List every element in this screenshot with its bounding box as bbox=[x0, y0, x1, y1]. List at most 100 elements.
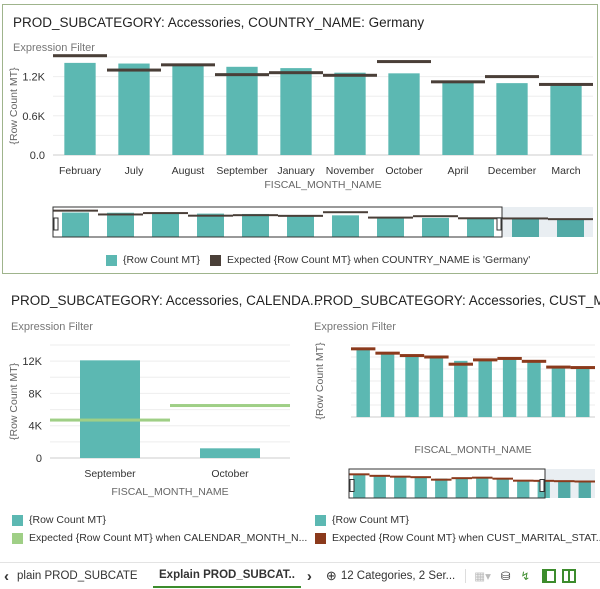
chart-marital: {Row Count MT} FISCAL_MONTH_NAME bbox=[314, 342, 595, 499]
overview-bar bbox=[558, 481, 571, 498]
legend-swatch bbox=[315, 532, 326, 544]
panel-left-icon[interactable] bbox=[542, 569, 557, 583]
panel-split-icon[interactable] bbox=[562, 569, 577, 583]
overview-bar bbox=[422, 217, 449, 237]
overview-marker bbox=[431, 478, 452, 481]
chart-info: 12 Categories, 2 Ser... bbox=[340, 570, 456, 582]
bar bbox=[64, 62, 96, 155]
overview-marker bbox=[188, 214, 233, 217]
overview-bar bbox=[287, 215, 314, 237]
overview-bar bbox=[152, 213, 179, 237]
overview-bar bbox=[455, 478, 468, 498]
expected-marker bbox=[375, 351, 400, 355]
chart-panel-germany: PROD_SUBCATEGORY: Accessories, COUNTRY_N… bbox=[2, 4, 598, 274]
y-axis-title: {Row Count MT} bbox=[314, 342, 326, 420]
y-axis-title: {Row Count MT} bbox=[8, 67, 20, 145]
bar bbox=[80, 360, 140, 458]
chart-germany: 0.0 0.6K 1.2K{Row Count MT} February July Aug… bbox=[8, 54, 593, 238]
bar bbox=[356, 349, 370, 417]
chart-calendar: 0 4K 8K 12K{Row Count MT} September October FI… bbox=[8, 344, 290, 498]
bar bbox=[478, 359, 492, 417]
tab-active[interactable]: Explain PROD_SUBCAT.. bbox=[153, 564, 301, 588]
legend: {Row Count MT} Expected {Row Count MT} w… bbox=[12, 514, 307, 550]
overview-bar bbox=[353, 474, 366, 498]
overview-drag-handle[interactable] bbox=[539, 479, 545, 492]
overview-marker bbox=[233, 214, 278, 217]
bottom-tab-bar: ‹ plain PROD_SUBCATE... Explain PROD_SUB… bbox=[0, 562, 600, 589]
overview-selection-window bbox=[348, 468, 546, 499]
overview-marker bbox=[574, 480, 595, 483]
legend-label: {Row Count MT} bbox=[123, 254, 201, 266]
x-axis-title: FISCAL_MONTH_NAME bbox=[414, 444, 531, 456]
expected-marker bbox=[399, 354, 425, 358]
tab-previous[interactable]: plain PROD_SUBCATE... bbox=[17, 570, 137, 582]
overview-marker bbox=[492, 477, 513, 480]
legend-item-row-count[interactable]: {Row Count MT} bbox=[12, 514, 307, 526]
overview-marker bbox=[368, 216, 413, 219]
expected-marker bbox=[546, 365, 571, 369]
overview-marker bbox=[513, 479, 534, 482]
overview-marker bbox=[554, 480, 575, 483]
overview-marker bbox=[53, 209, 98, 212]
legend-item-expected[interactable]: Expected {Row Count MT} when CALENDAR_MO… bbox=[12, 532, 307, 544]
x-tick-label: August bbox=[172, 165, 205, 177]
grid-icon[interactable]: ▦▾ bbox=[465, 569, 491, 583]
expected-marker bbox=[53, 54, 107, 58]
expected-marker bbox=[424, 355, 449, 359]
x-tick-label: December bbox=[488, 165, 537, 177]
legend-swatch bbox=[210, 254, 222, 266]
y-tick-label: 0.6K bbox=[22, 111, 45, 123]
lightning-icon[interactable]: ↯ bbox=[520, 571, 531, 583]
x-tick-label: July bbox=[125, 165, 144, 177]
bar bbox=[118, 63, 150, 155]
overview-marker bbox=[369, 474, 390, 477]
x-tick-label: April bbox=[447, 165, 468, 177]
overview-bar bbox=[197, 213, 224, 237]
x-tick-label: January bbox=[277, 165, 315, 177]
x-axis-title: FISCAL_MONTH_NAME bbox=[111, 486, 228, 498]
plug-icon[interactable]: ⛁ bbox=[500, 571, 511, 583]
overview-bar bbox=[517, 480, 530, 498]
y-tick-label: 1.2K bbox=[22, 72, 45, 84]
overview-marker bbox=[451, 477, 472, 480]
overview-drag-handle[interactable] bbox=[349, 479, 355, 492]
legend-item-expected[interactable]: Expected {Row Count MT} when CUST_MARITA… bbox=[315, 532, 600, 544]
y-tick-label: 8K bbox=[29, 388, 43, 400]
chart-subtitle: Expression Filter bbox=[11, 321, 93, 333]
bar bbox=[442, 81, 474, 155]
overview-bar bbox=[62, 212, 89, 237]
legend-item-expected[interactable]: Expected {Row Count MT} when COUNTRY_NAM… bbox=[210, 254, 530, 266]
legend-item-row-count[interactable]: {Row Count MT} bbox=[106, 254, 200, 266]
overview-bar bbox=[377, 217, 404, 237]
overview-marker bbox=[143, 212, 188, 215]
overview-bar bbox=[107, 212, 134, 237]
overview-drag-handle[interactable] bbox=[53, 217, 59, 231]
overview-bar bbox=[476, 477, 489, 498]
legend-item-row-count[interactable]: {Row Count MT} bbox=[315, 514, 600, 526]
expected-marker bbox=[485, 75, 539, 79]
bar bbox=[550, 85, 582, 155]
chevron-left-icon[interactable]: ‹ bbox=[4, 567, 9, 585]
expected-marker bbox=[215, 73, 269, 77]
y-tick-label: 0 bbox=[36, 453, 42, 465]
y-tick-label: 4K bbox=[29, 421, 43, 433]
overview-marker bbox=[98, 213, 143, 216]
overview-marker bbox=[390, 475, 411, 478]
x-axis-title: FISCAL_MONTH_NAME bbox=[264, 179, 381, 191]
overview-drag-handle[interactable] bbox=[496, 217, 502, 231]
bar bbox=[334, 72, 366, 155]
y-tick-label: 0.0 bbox=[30, 150, 45, 162]
chart-title: PROD_SUBCATEGORY: Accessories, CUST_M... bbox=[314, 293, 600, 308]
overview-bar bbox=[512, 218, 539, 237]
overview-bar bbox=[332, 215, 359, 237]
add-circle-icon[interactable]: ⊕ bbox=[325, 568, 337, 583]
legend: {Row Count MT} Expected {Row Count MT} w… bbox=[315, 514, 600, 550]
x-tick-label: September bbox=[84, 468, 136, 480]
overview-bar bbox=[373, 476, 386, 498]
legend-swatch bbox=[12, 532, 23, 544]
legend: {Row Count MT} Expected {Row Count MT} w… bbox=[106, 254, 530, 272]
bar bbox=[454, 360, 468, 417]
overview-bar bbox=[557, 218, 584, 237]
overview-bar bbox=[435, 478, 448, 498]
chevron-right-icon[interactable]: › bbox=[306, 567, 312, 585]
